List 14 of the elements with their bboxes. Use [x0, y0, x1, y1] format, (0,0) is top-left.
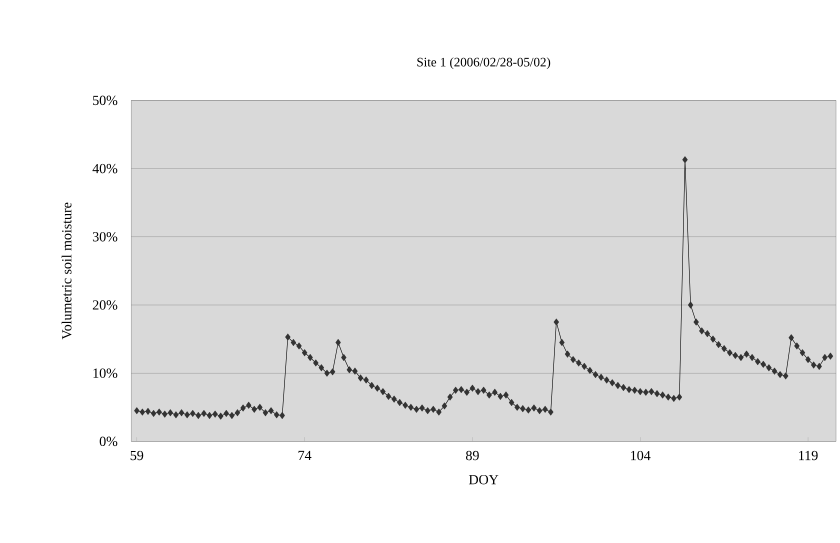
- y-axis-title: Volumetric soil moisture: [62, 202, 72, 340]
- y-tick-label: 0%: [100, 436, 118, 446]
- y-tick-label: 50%: [93, 96, 118, 106]
- x-tick-label: 104: [631, 450, 650, 460]
- x-axis-title: DOY: [468, 475, 498, 484]
- x-tick-label: 89: [466, 450, 479, 460]
- x-tick-label: 74: [298, 450, 312, 460]
- x-tick-label: 119: [799, 450, 818, 460]
- x-tick-label: 59: [130, 450, 144, 460]
- y-tick-label: 20%: [92, 300, 118, 310]
- y-tick-label: 40%: [92, 164, 118, 174]
- chart-title: Site 1 (2006/02/28-05/02): [417, 57, 550, 70]
- y-tick-label: 30%: [92, 232, 118, 242]
- y-tick-label: 10%: [93, 368, 118, 378]
